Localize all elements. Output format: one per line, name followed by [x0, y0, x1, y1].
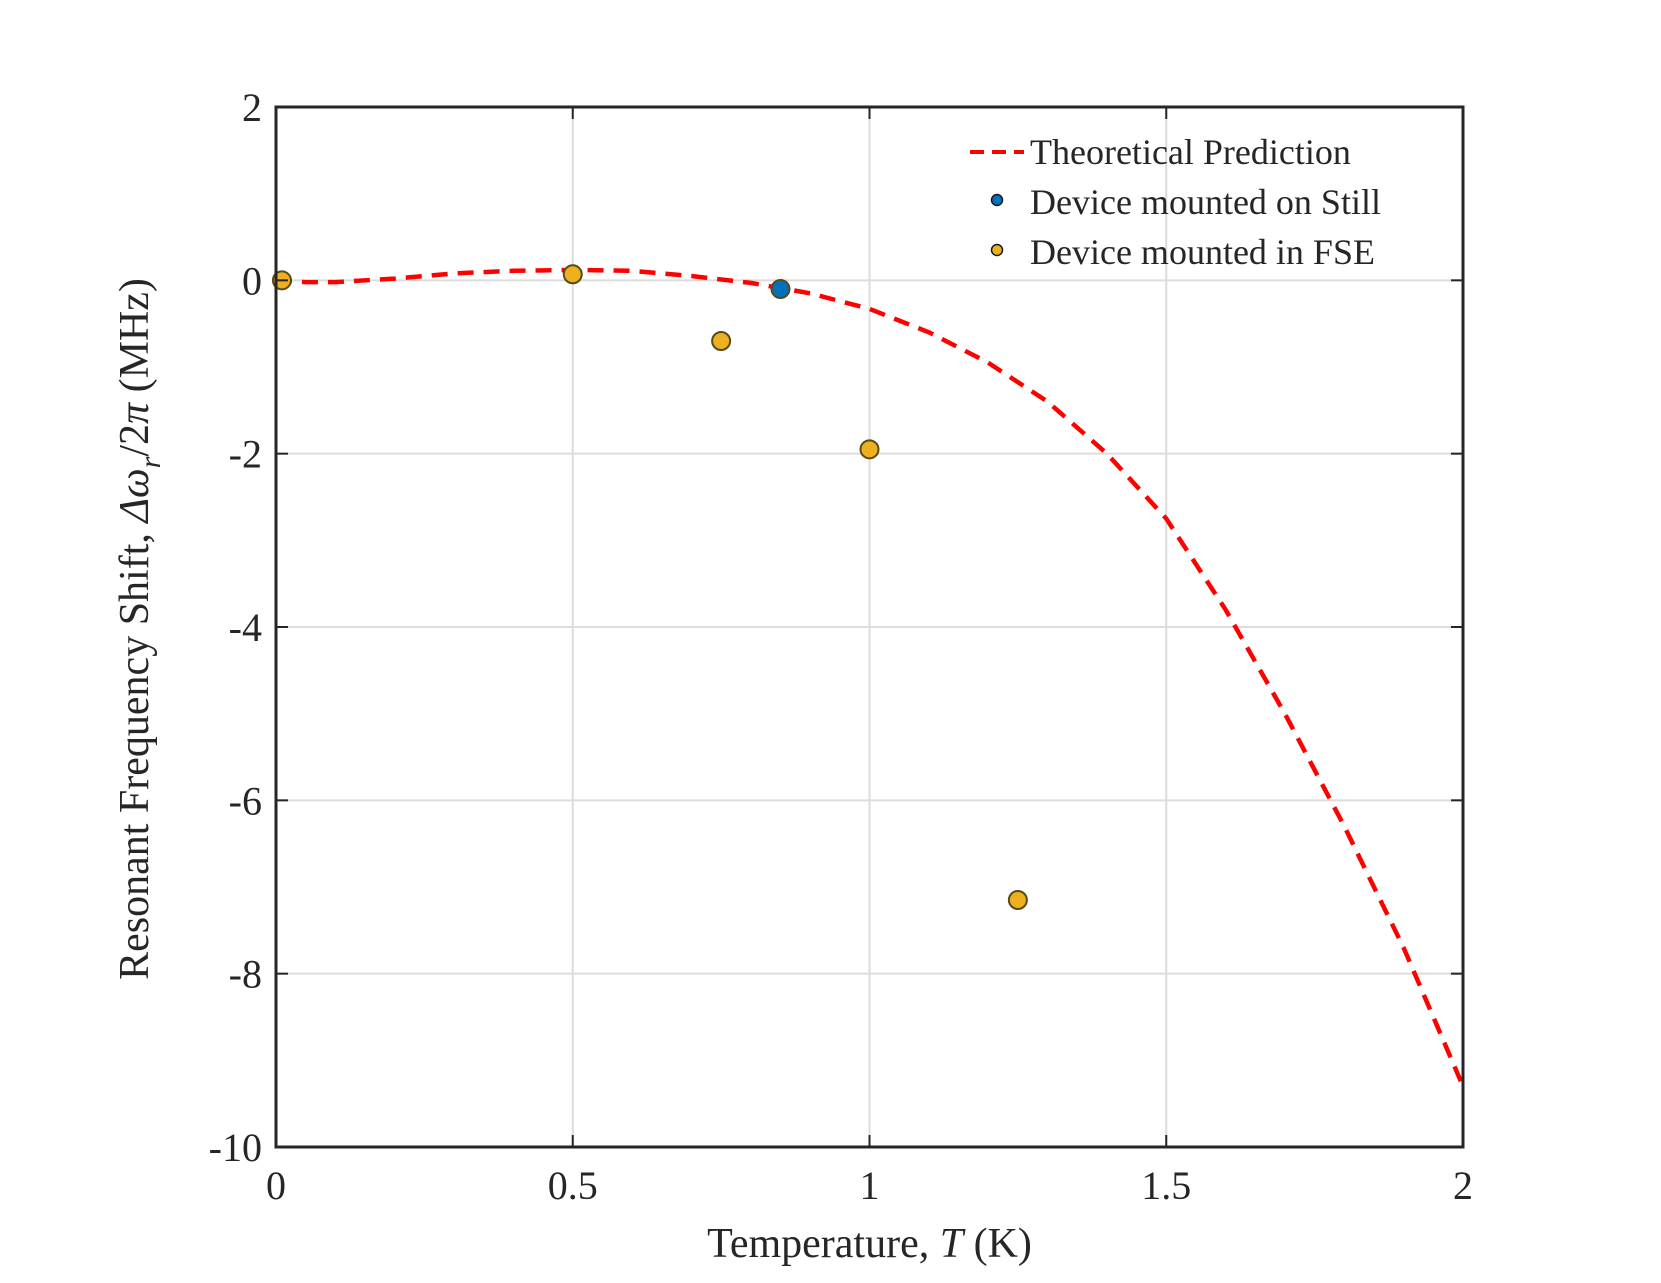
x-tick-label: 2	[1453, 1163, 1473, 1208]
y-tick-label: -4	[229, 605, 262, 650]
legend: Theoretical Prediction Device mounted on…	[970, 132, 1381, 272]
legend-marker-fse	[990, 243, 1004, 257]
data-point	[562, 264, 583, 285]
ticks	[275, 106, 1464, 1148]
data-point	[859, 439, 880, 460]
y-tick-label: -8	[229, 952, 262, 997]
x-axis-label: Temperature, T (K)	[707, 1221, 1032, 1267]
x-tick-label: 0	[266, 1163, 286, 1208]
legend-label-fse: Device mounted in FSE	[1030, 232, 1375, 272]
y-tick-label: 0	[242, 258, 262, 303]
y-tick-label: -2	[229, 432, 262, 477]
data-point	[770, 279, 791, 299]
x-tick-label: 1	[860, 1163, 880, 1208]
legend-label-theory: Theoretical Prediction	[1030, 132, 1351, 172]
legend-label-still: Device mounted on Still	[1030, 182, 1381, 222]
data-point	[1007, 890, 1028, 910]
y-axis-label: Resonant Frequency Shift, Δωr/2π (MHz)	[112, 278, 167, 980]
x-tick-label: 1.5	[1141, 1163, 1191, 1208]
legend-marker-still	[990, 193, 1004, 207]
x-tick-label: 0.5	[548, 1163, 598, 1208]
tick-labels: 0 0.5 1 1.5 2 -10 -8 -6 -4 -2 0 2	[209, 85, 1473, 1208]
y-tick-label: -10	[209, 1125, 262, 1170]
data-point	[711, 331, 732, 351]
y-tick-label: 2	[242, 85, 262, 130]
y-tick-label: -6	[229, 778, 262, 823]
